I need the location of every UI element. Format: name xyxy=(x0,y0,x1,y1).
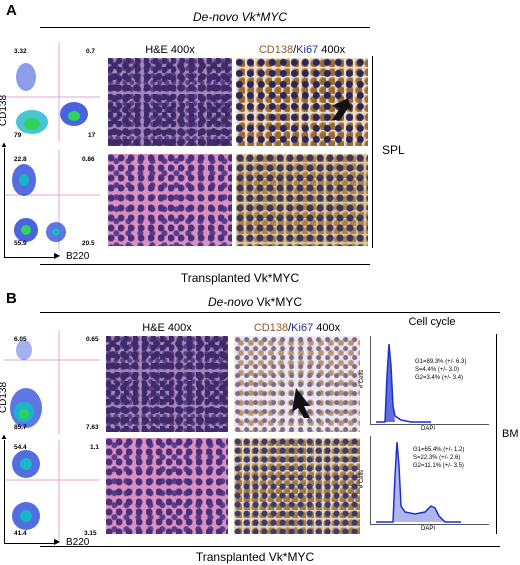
panel-b-x-arrow-icon: ▶ xyxy=(54,537,61,546)
flow-b-top-bl: 85.7 xyxy=(14,424,27,431)
flow-b-top-tl: 6.05 xyxy=(14,336,27,343)
panel-a-y-arrow-icon: ▲ xyxy=(0,140,8,149)
flow-a-bottom-tr: 0.86 xyxy=(82,156,95,163)
micrograph-b-ihc-bottom xyxy=(234,438,360,534)
flow-plot-b-top: 6.05 0.65 85.7 7.63 xyxy=(4,330,100,434)
panel-b-ihc-label: CD138/Ki67 400x xyxy=(253,322,341,334)
panel-b-side-label: BM xyxy=(502,428,519,440)
panel-b-cell-cycle-label: Cell cycle xyxy=(408,316,456,328)
panel-a-x-axis-label: B220 xyxy=(66,251,90,262)
panel-a-x-axis-line xyxy=(4,257,56,258)
hist-bottom-g2: G2=11.1% (+/- 3.5) xyxy=(413,463,464,469)
hist-top-ylabel: # Cells xyxy=(359,369,366,389)
panel-a-y-axis-line xyxy=(4,148,5,258)
panel-b-top-header: De-novo Vk*MYC xyxy=(207,295,303,309)
flow-plot-b-bottom: 54.4 1.1 41.4 3.15 xyxy=(4,440,100,540)
panel-a-ihc-label: CD138/Ki67 400x xyxy=(258,44,346,56)
micrograph-b-he-bottom xyxy=(106,438,228,534)
panel-a-bottom-header: Transplanted Vk*MYC xyxy=(180,271,300,285)
flow-a-bottom-br: 20.5 xyxy=(82,240,95,247)
flow-a-bottom-tl: 22.8 xyxy=(14,156,27,163)
flow-a-top-tr: 0.7 xyxy=(86,48,96,55)
panel-a-bottom-rule xyxy=(40,264,370,265)
flow-b-bottom-tr: 1.1 xyxy=(90,444,100,451)
micrograph-a-ihc-top xyxy=(236,58,368,146)
panel-a-side-rule xyxy=(372,56,373,248)
panel-a-x-arrow-icon: ▶ xyxy=(54,251,61,260)
panel-b-x-axis-label: B220 xyxy=(66,537,90,548)
panel-a-top-header: De-novo Vk*MYC xyxy=(192,10,288,24)
flow-a-top-br: 17 xyxy=(88,132,96,139)
micrograph-b-ihc-top xyxy=(234,336,360,432)
panel-b-y-arrow-icon: ▲ xyxy=(0,432,8,441)
hist-bottom-g1: G1=65.4% (+/- 1.2) xyxy=(413,447,465,453)
flow-b-top-br: 7.63 xyxy=(86,424,99,431)
flow-plot-a-bottom: 22.8 0.86 55.9 20.5 xyxy=(4,150,100,250)
hist-top-g1: G1=89.3% (+/- 6.3) xyxy=(415,359,467,365)
flow-a-top-tl: 3.32 xyxy=(14,48,27,55)
hist-bottom-s: S=22.3% (+/- 2.6) xyxy=(413,455,461,461)
panel-b-y-axis-line xyxy=(4,440,5,544)
micrograph-a-he-top xyxy=(108,58,232,146)
flow-plot-a-top: 3.32 0.7 79 17 xyxy=(4,42,100,142)
hist-bottom-xlabel: DAPI xyxy=(421,526,436,532)
panel-a-he-label: H&E 400x xyxy=(145,44,195,56)
micrograph-b-he-top xyxy=(106,336,228,432)
panel-a-y-axis-label: CD138 xyxy=(0,94,10,127)
panel-b-bottom-rule xyxy=(40,546,500,547)
hist-top-xlabel: DAPI xyxy=(421,426,436,432)
panel-b-side-rule xyxy=(496,334,497,534)
panel-b-x-axis-line xyxy=(4,543,56,544)
micrograph-a-ihc-bottom xyxy=(236,154,368,246)
panel-b-letter: B xyxy=(6,290,17,307)
cell-cycle-histogram-bottom: G1=65.4% (+/- 1.2) S=22.3% (+/- 2.6) G2=… xyxy=(359,436,489,532)
hist-top-g2: G2=3.4% (+/- 3.4) xyxy=(415,375,464,381)
flow-a-top-bl: 79 xyxy=(14,132,22,139)
panel-b-top-rule xyxy=(40,312,500,313)
panel-a-top-rule xyxy=(40,27,370,28)
hist-top-s: S=4.4% (+/- 3.0) xyxy=(415,367,460,373)
panel-b-he-label: H&E 400x xyxy=(142,322,192,334)
flow-b-bottom-bl: 41.4 xyxy=(14,530,27,537)
panel-a-side-label: SPL xyxy=(382,143,405,157)
cell-cycle-histogram-top: G1=89.3% (+/- 6.3) S=4.4% (+/- 3.0) G2=3… xyxy=(359,336,489,432)
panel-a-letter: A xyxy=(6,2,17,19)
flow-a-bottom-bl: 55.9 xyxy=(14,240,27,247)
micrograph-a-he-bottom xyxy=(108,154,232,246)
flow-b-bottom-tl: 54.4 xyxy=(14,444,27,451)
flow-b-bottom-br: 3.15 xyxy=(84,530,97,537)
panel-b-y-axis-label: CD138 xyxy=(0,381,10,414)
flow-b-top-tr: 0.65 xyxy=(86,336,99,343)
panel-b-bottom-header: Transplanted Vk*MYC xyxy=(195,550,315,564)
hist-bottom-ylabel: # Cells xyxy=(359,469,366,489)
